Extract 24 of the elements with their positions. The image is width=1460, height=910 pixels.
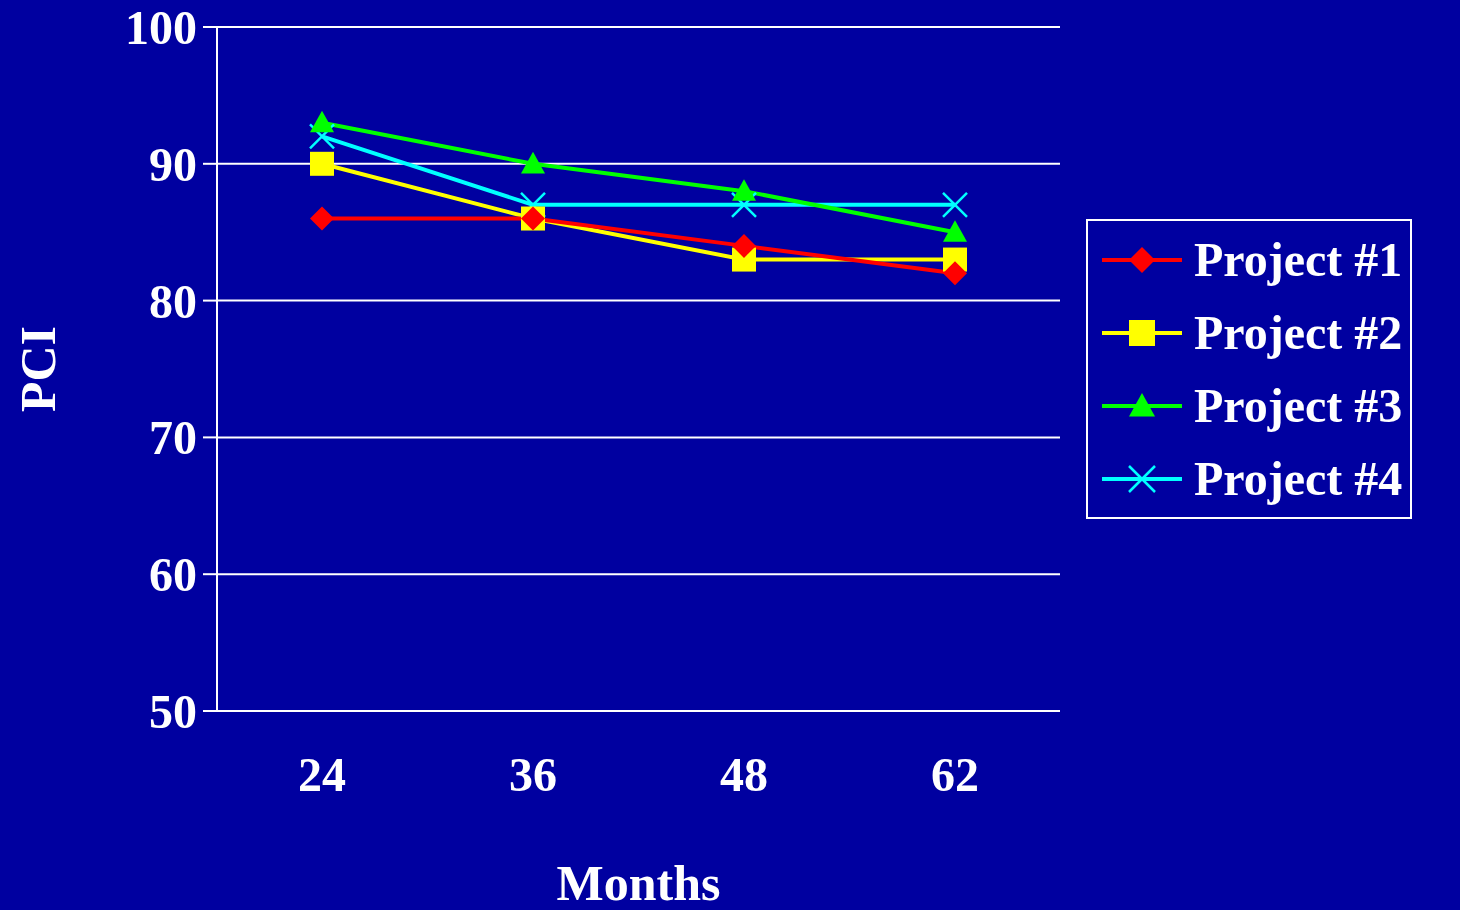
y-tick-label: 80	[149, 274, 197, 328]
point	[310, 206, 334, 231]
legend-label: Project #4	[1194, 451, 1403, 506]
y-tick-label: 60	[149, 548, 197, 602]
point	[310, 151, 334, 176]
y-tick-label: 70	[149, 411, 197, 465]
x-tick-label: 24	[298, 748, 346, 802]
point	[732, 179, 756, 201]
point	[521, 151, 545, 174]
x-tick-label: 36	[509, 748, 557, 802]
point	[732, 233, 756, 258]
legend-label: Project #2	[1194, 305, 1403, 360]
legend-label: Project #1	[1194, 232, 1403, 287]
y-tick-label: 90	[149, 137, 197, 191]
point	[943, 220, 967, 242]
x-tick-label: 62	[931, 748, 979, 802]
y-axis-title: PCI	[9, 325, 66, 413]
y-tick-label: 100	[125, 1, 197, 55]
x-axis-title: Months	[556, 855, 721, 910]
x-tick-label: 48	[720, 748, 768, 802]
point	[943, 261, 967, 286]
legend-label: Project #3	[1194, 378, 1403, 433]
point	[310, 110, 334, 133]
y-tick-label: 50	[149, 685, 197, 739]
